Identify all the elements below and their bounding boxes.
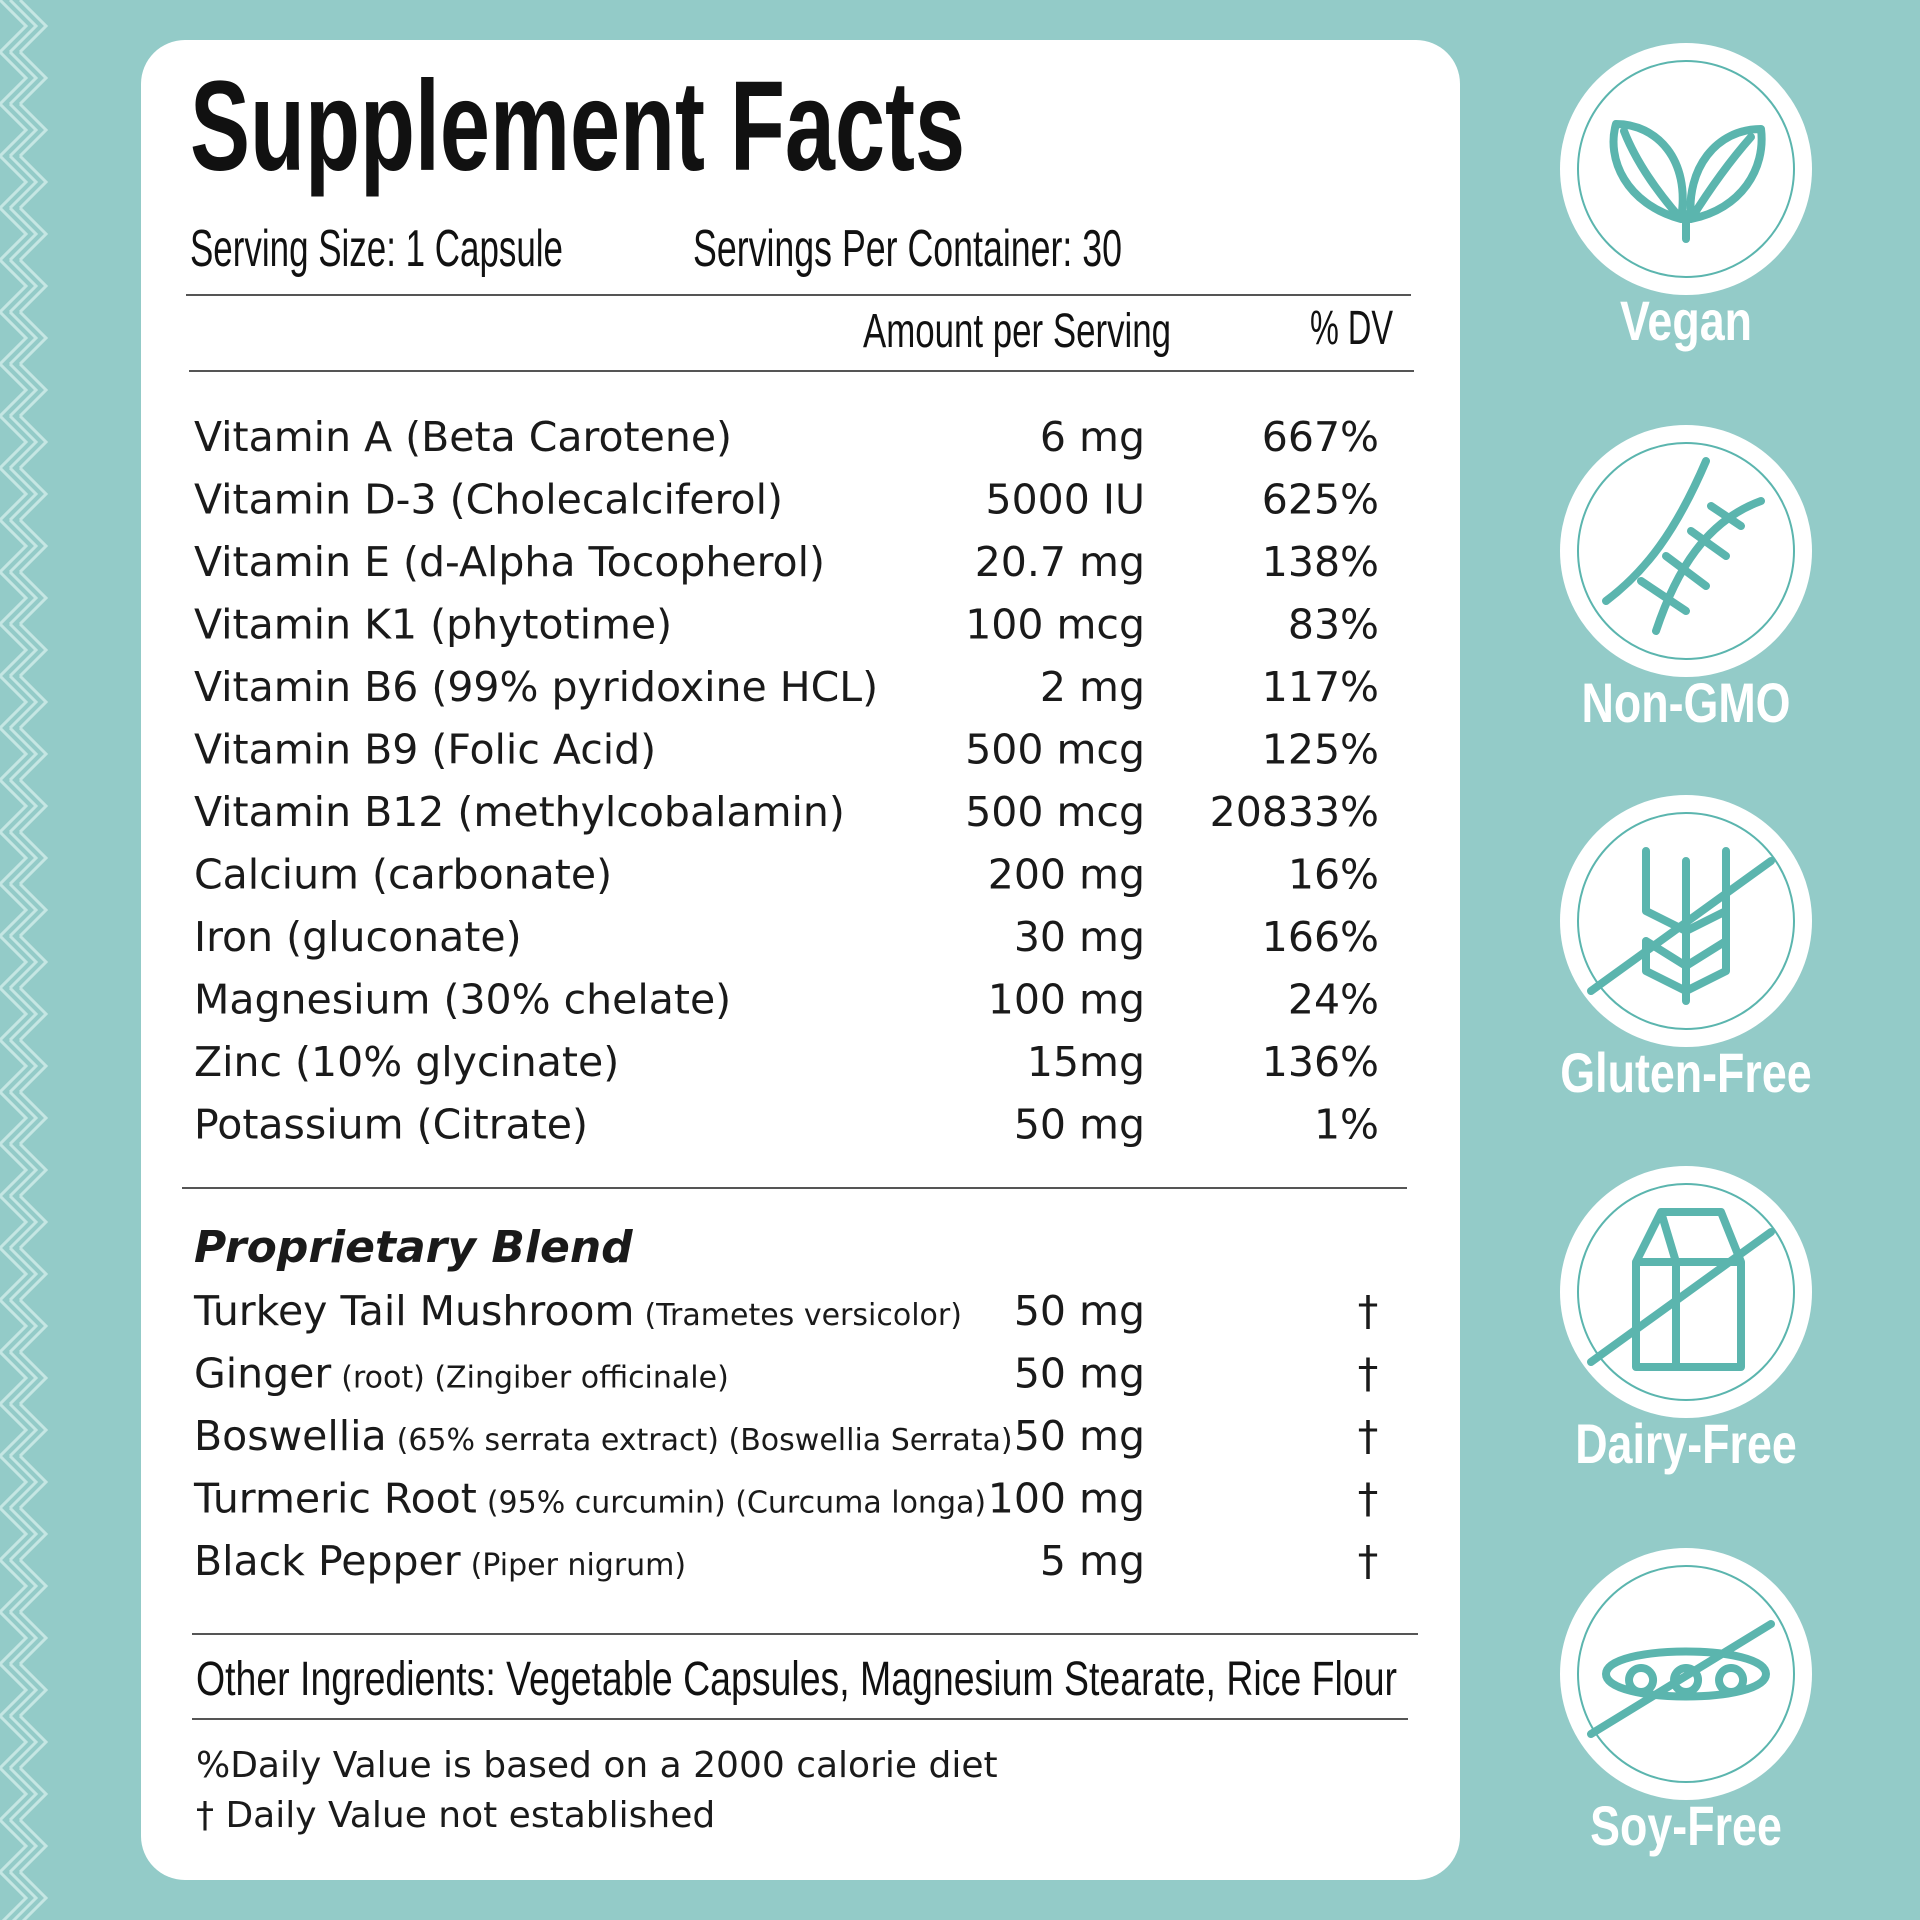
blend-amount: 50 mg [1014,1287,1145,1335]
nutrient-amount: 500 mcg [965,726,1145,774]
blend-name: Turkey Tail Mushroom (Trametes versicolor… [193,1287,962,1335]
blend-amount: 5 mg [1040,1537,1145,1585]
blend-dv: † [1358,1350,1379,1398]
nutrient-amount: 200 mg [988,851,1145,899]
blend-ingredient: Boswellia [194,1412,387,1460]
nutrient-name: Calcium (carbonate) [194,851,612,899]
nutrient-dv: 16% [1288,851,1379,899]
nutrient-amount: 500 mcg [965,788,1145,836]
blend-title: Proprietary Blend [194,1222,633,1273]
facts-card [141,40,1460,1880]
nutrient-dv: 125% [1262,726,1379,774]
blend-amount: 50 mg [1014,1412,1145,1460]
blend-detail: (Piper nigrum) [471,1548,687,1583]
nutrient-amount: 15mg [1027,1038,1145,1086]
blend-name: Ginger (root) (Zingiber officinale) [194,1350,729,1398]
nutrient-name: Vitamin B12 (methylcobalamin) [194,788,845,836]
blend-detail: (95% curcumin) (Curcuma longa) [487,1486,986,1521]
blend-ingredient: Turmeric Root [193,1475,477,1523]
vegan-icon [1560,43,1812,295]
dairy-free-icon [1560,1166,1812,1418]
nutrient-name: Vitamin B6 (99% pyridoxine HCL) [194,663,878,711]
dv-header: % DV [1310,302,1393,355]
soy-free-icon [1560,1548,1812,1800]
blend-name: Boswellia (65% serrata extract) (Boswelli… [194,1412,1013,1460]
nutrient-amount: 50 mg [1014,1101,1145,1149]
nutrient-dv: 24% [1288,976,1379,1024]
blend-ingredient: Turkey Tail Mushroom [193,1287,634,1335]
nutrient-dv: 667% [1262,413,1379,461]
nutrient-amount: 30 mg [1014,913,1145,961]
blend-amount: 100 mg [988,1475,1145,1523]
nutrient-name: Vitamin E (d-Alpha Tocopherol) [194,538,825,586]
nutrient-name: Vitamin A (Beta Carotene) [194,413,732,461]
blend-dv: † [1358,1537,1379,1585]
badge-label: Gluten-Free [1560,1041,1811,1104]
servings-per-container: Servings Per Container: 30 [693,220,1122,278]
badge-label: Vegan [1620,289,1752,352]
nutrient-dv: 1% [1314,1101,1379,1149]
amount-header: Amount per Serving [863,305,1171,358]
nutrient-amount: 100 mcg [965,601,1145,649]
non-gmo-icon [1560,425,1812,677]
title: Supplement Facts [190,55,965,198]
nutrient-dv: 117% [1262,663,1379,711]
blend-dv: † [1358,1475,1379,1523]
pattern-strip [0,0,52,1920]
blend-detail: (Trametes versicolor) [644,1298,962,1333]
blend-name: Black Pepper (Piper nigrum) [194,1537,686,1585]
serving-size: Serving Size: 1 Capsule [190,220,563,278]
gluten-free-icon [1560,795,1812,1047]
nutrient-amount: 2 mg [1040,663,1145,711]
nutrient-dv: 166% [1262,913,1379,961]
nutrient-name: Vitamin K1 (phytotime) [194,601,672,649]
nutrient-amount: 20.7 mg [975,538,1145,586]
blend-detail: (root) (Zingiber officinale) [341,1361,729,1396]
blend-name: Turmeric Root (95% curcumin) (Curcuma lon… [193,1475,986,1523]
nutrient-name: Potassium (Citrate) [194,1101,588,1149]
blend-amount: 50 mg [1014,1350,1145,1398]
badges: Vegan Non-GMO Gluten-Free Dairy-Free Soy-Fre… [1560,43,1812,1857]
nutrient-name: Vitamin D-3 (Cholecalciferol) [194,476,783,524]
nutrient-name: Iron (gluconate) [194,913,522,961]
nutrient-dv: 20833% [1210,788,1379,836]
nutrient-name: Zinc (10% glycinate) [194,1038,619,1086]
blend-dv: † [1358,1287,1379,1335]
nutrient-name: Magnesium (30% chelate) [194,976,731,1024]
blend-detail: (65% serrata extract) (Boswellia Serrata… [397,1423,1013,1458]
footnote: %Daily Value is based on a 2000 calorie … [196,1745,998,1786]
badge-label: Non-GMO [1581,671,1790,734]
blend-ingredient: Black Pepper [194,1537,461,1585]
nutrient-dv: 625% [1262,476,1379,524]
blend-ingredient: Ginger [194,1350,331,1398]
blend-dv: † [1358,1412,1379,1460]
badge-label: Dairy-Free [1575,1412,1797,1475]
nutrient-amount: 5000 IU [986,476,1145,524]
badge-label: Soy-Free [1590,1794,1782,1857]
nutrient-dv: 138% [1262,538,1379,586]
footnote: † Daily Value not established [196,1795,715,1836]
nutrient-amount: 6 mg [1040,413,1145,461]
nutrient-name: Vitamin B9 (Folic Acid) [194,726,656,774]
nutrient-dv: 136% [1262,1038,1379,1086]
other-ingredients: Other Ingredients: Vegetable Capsules, M… [196,1653,1397,1706]
nutrient-dv: 83% [1288,601,1379,649]
nutrient-amount: 100 mg [988,976,1145,1024]
